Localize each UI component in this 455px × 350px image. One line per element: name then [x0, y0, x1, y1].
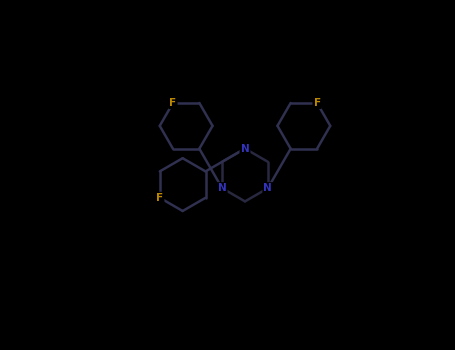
- Text: N: N: [218, 183, 227, 193]
- Text: N: N: [241, 144, 249, 154]
- Text: F: F: [156, 193, 163, 203]
- Text: N: N: [263, 183, 272, 193]
- Text: F: F: [313, 98, 321, 108]
- Text: F: F: [169, 98, 177, 108]
